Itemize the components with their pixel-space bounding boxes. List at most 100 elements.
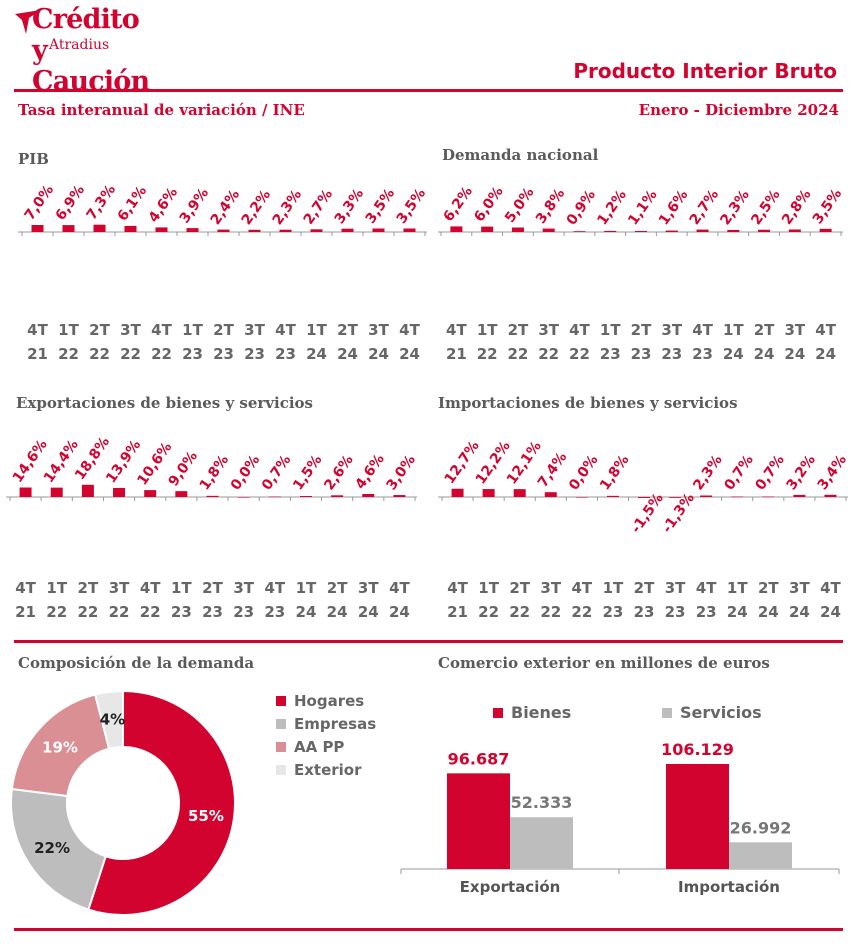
bar xyxy=(93,224,106,232)
data-label: 26.992 xyxy=(730,818,792,837)
tick-label: 22 xyxy=(477,345,498,363)
tick-label: 1T xyxy=(296,579,317,597)
data-label: 6,0% xyxy=(471,184,506,225)
tick-label: 3T xyxy=(368,321,389,339)
chart-importaciones: 12,7%4T2112,2%1T2212,1%2T227,4%3T220,0%4… xyxy=(438,438,850,621)
tick-label: 24 xyxy=(306,345,327,363)
bar xyxy=(217,229,230,232)
data-label: 3,2% xyxy=(784,452,819,493)
bar xyxy=(447,773,510,869)
bar xyxy=(666,764,729,869)
data-label: 3,5% xyxy=(810,186,845,227)
bar xyxy=(310,229,323,232)
tick-label: 23 xyxy=(602,603,623,621)
tick-label: 22 xyxy=(509,603,530,621)
chart-title-composicion: Composición de la demanda xyxy=(18,654,255,672)
bar xyxy=(403,228,416,232)
data-label: 0,7% xyxy=(752,452,787,493)
bar xyxy=(186,228,199,232)
tick-label: 1T xyxy=(171,579,192,597)
data-label: 2,2% xyxy=(239,187,274,228)
bar xyxy=(729,842,792,869)
bar xyxy=(113,487,126,497)
pie-label: 22% xyxy=(34,839,70,857)
bar xyxy=(638,497,650,498)
bar xyxy=(481,226,494,232)
tick-label: 22 xyxy=(58,345,79,363)
tick-label: 4T xyxy=(815,321,836,339)
tick-label: 2T xyxy=(213,321,234,339)
data-label: 96.687 xyxy=(448,749,510,768)
tick-label: 23 xyxy=(171,603,192,621)
tick-label: 4T xyxy=(447,579,468,597)
tick-label: 1T xyxy=(182,321,203,339)
data-label: 3,5% xyxy=(394,186,428,227)
legend-swatch xyxy=(276,765,286,775)
chart-pib: 7,0% 4T 21 6,9% 1T 22 7,3% 2T 22 6,1% 3T 22 4,6% 4T 22… xyxy=(18,182,428,363)
data-label: 5,0% xyxy=(502,185,537,226)
legend-label: Hogares xyxy=(294,692,365,710)
legend-swatch xyxy=(276,742,286,752)
data-label: 2,7% xyxy=(687,187,722,228)
tick-label: 2T xyxy=(337,321,358,339)
tick-label: 4T xyxy=(696,579,717,597)
tick-label: 22 xyxy=(540,603,561,621)
bar xyxy=(299,496,312,497)
tick-label: 24 xyxy=(723,345,744,363)
bar xyxy=(81,484,94,497)
legend-label: Exterior xyxy=(294,761,362,779)
tick-label: 3T xyxy=(358,579,379,597)
tick-label: 1T xyxy=(727,579,748,597)
tick-label: 23 xyxy=(631,345,652,363)
legend-item: Exterior xyxy=(276,761,362,779)
data-label: 3,8% xyxy=(533,186,568,227)
bar xyxy=(372,228,385,232)
tick-label: 3T xyxy=(233,579,254,597)
tick-label: 2T xyxy=(202,579,223,597)
tick-label: 2T xyxy=(327,579,348,597)
tick-label: 23 xyxy=(213,345,234,363)
bar xyxy=(175,491,188,497)
pie-slice xyxy=(93,690,124,750)
bar xyxy=(762,496,775,498)
chart-demanda-nacional: 6,2% 4T 21 6,0% 1T 22 5,0% 2T 22 3,8% 3T 22 0,9% 4T 22… xyxy=(438,184,845,363)
legend-item: Bienes xyxy=(493,703,571,722)
tick-label: 4T xyxy=(151,321,172,339)
legend-item: AA PP xyxy=(276,738,344,756)
chart-title-demanda: Demanda nacional xyxy=(442,146,599,164)
tick-label: 24 xyxy=(758,603,779,621)
tick-label: 2T xyxy=(89,321,110,339)
bar xyxy=(206,495,219,497)
legend-swatch xyxy=(493,708,503,718)
pie-slice xyxy=(10,693,111,798)
bar xyxy=(731,496,744,498)
data-label: 3,4% xyxy=(815,452,850,493)
bar xyxy=(635,231,647,232)
bar xyxy=(31,225,44,232)
tick-label: 23 xyxy=(634,603,655,621)
tick-label: 2T xyxy=(631,321,652,339)
tick-label: 2T xyxy=(78,579,99,597)
tick-label: 21 xyxy=(27,345,48,363)
tick-label: 2T xyxy=(754,321,775,339)
tick-label: 2T xyxy=(508,321,529,339)
tick-label: 23 xyxy=(202,603,223,621)
tick-label: 3T xyxy=(540,579,561,597)
tick-label: 23 xyxy=(264,603,285,621)
bar xyxy=(144,490,157,497)
chart-title-pib: PIB xyxy=(18,150,49,168)
bar xyxy=(819,228,832,232)
tick-label: 24 xyxy=(754,345,775,363)
tick-label: 4T xyxy=(140,579,161,597)
bar xyxy=(700,495,713,497)
bar xyxy=(451,488,464,497)
data-label: 2,7% xyxy=(301,187,336,228)
tick-label: 1T xyxy=(306,321,327,339)
data-label: 1,8% xyxy=(597,452,632,493)
data-label: 2,3% xyxy=(270,187,305,228)
data-label: 3,3% xyxy=(332,186,367,227)
tick-label: 1T xyxy=(600,321,621,339)
data-label: 6,9% xyxy=(53,182,88,223)
bar xyxy=(727,229,740,232)
bar xyxy=(279,229,292,232)
